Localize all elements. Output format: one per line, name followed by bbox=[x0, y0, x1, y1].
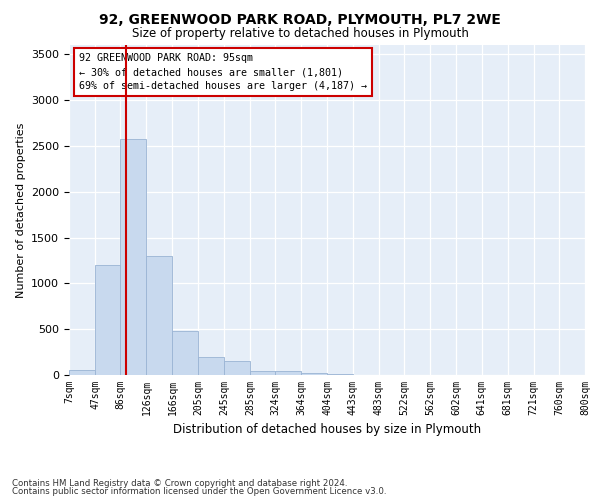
Bar bbox=[301, 374, 328, 375]
Y-axis label: Number of detached properties: Number of detached properties bbox=[16, 122, 26, 298]
Bar bbox=[69, 370, 95, 375]
Bar bbox=[172, 331, 198, 375]
Bar bbox=[198, 356, 224, 375]
Bar bbox=[146, 256, 172, 375]
Text: Contains public sector information licensed under the Open Government Licence v3: Contains public sector information licen… bbox=[12, 487, 386, 496]
Text: 92 GREENWOOD PARK ROAD: 95sqm
← 30% of detached houses are smaller (1,801)
69% o: 92 GREENWOOD PARK ROAD: 95sqm ← 30% of d… bbox=[79, 53, 367, 91]
X-axis label: Distribution of detached houses by size in Plymouth: Distribution of detached houses by size … bbox=[173, 424, 481, 436]
Bar bbox=[250, 371, 275, 375]
Bar bbox=[275, 371, 301, 375]
Text: Contains HM Land Registry data © Crown copyright and database right 2024.: Contains HM Land Registry data © Crown c… bbox=[12, 479, 347, 488]
Bar bbox=[121, 138, 146, 375]
Text: 92, GREENWOOD PARK ROAD, PLYMOUTH, PL7 2WE: 92, GREENWOOD PARK ROAD, PLYMOUTH, PL7 2… bbox=[99, 12, 501, 26]
Bar bbox=[224, 361, 250, 375]
Bar bbox=[95, 265, 121, 375]
Text: Size of property relative to detached houses in Plymouth: Size of property relative to detached ho… bbox=[131, 28, 469, 40]
Bar bbox=[328, 374, 353, 375]
